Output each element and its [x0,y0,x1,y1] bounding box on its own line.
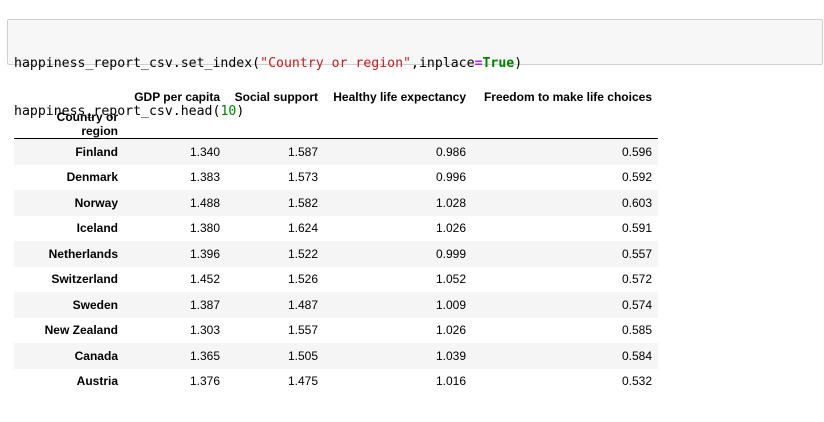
row-index: Iceland [76,221,118,236]
row-index: New Zealand [44,323,118,338]
row-index: Switzerland [51,272,118,287]
table-cell: 0.574 [621,297,652,312]
table-cell: 0.999 [435,246,466,261]
table-row: Norway 1.488 1.582 1.028 0.603 [14,190,658,216]
code-cell-input[interactable]: happiness_report_csv.set_index("Country … [7,19,823,119]
table-cell: 1.452 [189,272,220,287]
index-name-blank [472,110,658,139]
row-index: Austria [76,374,118,389]
code-line-2: happiness_report_csv.head(10) [14,104,822,120]
table-cell: 1.026 [435,323,466,338]
code-text: ) [236,104,245,119]
table-cell: 1.487 [287,297,318,312]
table-row: Switzerland 1.452 1.526 1.052 0.572 [14,267,658,293]
table-cell: 0.572 [621,272,652,287]
column-header: GDP per capita [134,90,220,104]
column-header: Healthy life expectancy [333,90,466,104]
table-cell: 1.026 [435,221,466,236]
table-cell: 1.387 [189,297,220,312]
index-name-blank [124,110,226,139]
row-index: Sweden [72,297,118,312]
index-name-blank [324,110,472,139]
table-cell: 1.028 [435,195,466,210]
row-index: Netherlands [48,246,118,261]
index-name: Country or region [56,110,118,138]
index-header-blank [14,84,124,110]
table-row: Canada 1.365 1.505 1.039 0.584 [14,343,658,369]
table-cell: 1.522 [287,246,318,261]
table-cell: 1.475 [287,374,318,389]
row-index: Norway [74,195,118,210]
column-header: Freedom to make life choices [483,90,652,104]
table-cell: 1.365 [189,348,220,363]
code-line-1: happiness_report_csv.set_index("Country … [14,56,822,72]
table-cell: 0.603 [621,195,652,210]
row-index: Finland [75,144,118,159]
table-cell: 1.587 [287,144,318,159]
table-cell: 1.303 [189,323,220,338]
dataframe-table: GDP per capita Social support Healthy li… [14,84,658,394]
table-cell: 1.582 [287,195,318,210]
code-text: happiness_report_csv.head( [14,104,221,119]
code-text: happiness_report_csv.set_index( [14,56,261,71]
table-cell: 1.488 [189,195,220,210]
index-name-row: Country or region [14,110,658,139]
table-cell: 1.624 [287,221,318,236]
table-cell: 0.986 [435,144,466,159]
table-row: Sweden 1.387 1.487 1.009 0.574 [14,292,658,318]
table-row: Austria 1.376 1.475 1.016 0.532 [14,369,658,395]
table-cell: 1.380 [189,221,220,236]
column-header-row: GDP per capita Social support Healthy li… [14,84,658,110]
index-name-blank [226,110,324,139]
table-cell: 0.557 [621,246,652,261]
table-cell: 0.591 [621,221,652,236]
table-cell: 1.376 [189,374,220,389]
table-cell: 1.039 [435,348,466,363]
table-cell: 0.532 [621,374,652,389]
table-cell: 0.585 [621,323,652,338]
table-row: Denmark 1.383 1.573 0.996 0.592 [14,165,658,191]
table-cell: 1.526 [287,272,318,287]
code-number: 10 [220,104,237,119]
code-text: ) [514,56,523,71]
table-cell: 0.596 [621,144,652,159]
table-cell: 1.340 [189,144,220,159]
code-string: "Country or region" [260,56,411,71]
table-cell: 0.592 [621,170,652,185]
table-cell: 1.505 [287,348,318,363]
table-cell: 0.996 [435,170,466,185]
row-index: Denmark [66,170,118,185]
row-index: Canada [74,348,118,363]
table-cell: 1.396 [189,246,220,261]
table-cell: 1.016 [435,374,466,389]
table-cell: 0.584 [621,348,652,363]
code-operator: = [474,56,483,71]
code-text: ,inplace [411,56,475,71]
table-cell: 1.573 [287,170,318,185]
table-row: New Zealand 1.303 1.557 1.026 0.585 [14,318,658,344]
table-cell: 1.052 [435,272,466,287]
table-row: Finland 1.340 1.587 0.986 0.596 [14,138,658,165]
code-keyword: True [482,56,515,71]
table-cell: 1.009 [435,297,466,312]
table-cell: 1.557 [287,323,318,338]
table-cell: 1.383 [189,170,220,185]
column-header: Social support [234,90,318,104]
table-row: Iceland 1.380 1.624 1.026 0.591 [14,216,658,242]
table-row: Netherlands 1.396 1.522 0.999 0.557 [14,241,658,267]
